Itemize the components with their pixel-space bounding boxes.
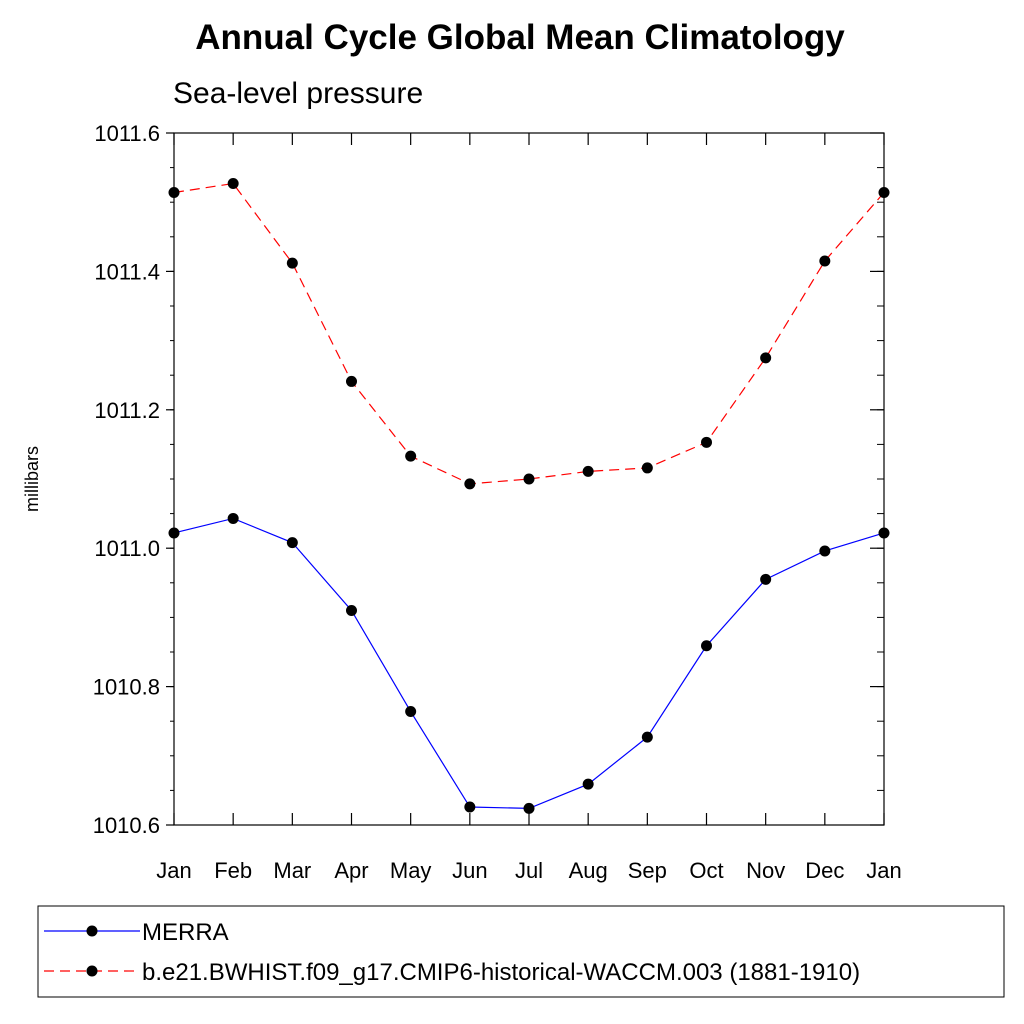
data-point [582, 465, 594, 477]
x-tick-labels: Jan Feb Mar Apr May Jun Jul Aug Sep Oct Nov Dec Jan [156, 858, 901, 883]
x-tick-label: Aug [569, 858, 608, 883]
data-point [168, 187, 180, 199]
data-point [701, 640, 712, 652]
y-tick-label: 1011.6 [94, 121, 160, 146]
x-tick-label: Jan [866, 858, 901, 883]
x-tick-label: Sep [628, 858, 667, 883]
x-tick-label: Jul [515, 858, 543, 883]
data-point [878, 187, 890, 199]
legend-label-1: b.e21.BWHIST.f09_g17.CMIP6-historical-WA… [142, 959, 860, 986]
legend-items: MERRA b.e21.BWHIST.f09_g17.CMIP6-historic… [44, 919, 860, 986]
y-axis-label: millibars [22, 446, 42, 512]
x-tick-label: Dec [805, 858, 844, 883]
series-layer [168, 178, 890, 814]
data-point [405, 706, 417, 718]
y-tick-labels: 1010.6 1010.8 1011.0 1011.2 1011.4 1011.6 [93, 121, 160, 838]
data-point [346, 604, 357, 616]
x-tick-label: Mar [273, 858, 311, 883]
data-point [641, 462, 653, 474]
y-tick-label: 1011.4 [94, 259, 160, 284]
x-tick-label: Jun [452, 858, 487, 883]
data-point [227, 512, 239, 524]
plot-frame [173, 132, 885, 826]
data-point [760, 573, 772, 585]
legend-marker [86, 965, 98, 977]
data-point [819, 255, 831, 267]
y-tick-label: 1010.8 [93, 675, 160, 700]
data-point [701, 436, 712, 448]
data-point [405, 450, 417, 462]
series-line-0 [173, 517, 885, 809]
y-tick-label: 1011.0 [94, 536, 160, 561]
data-point [878, 527, 890, 539]
data-point [286, 257, 298, 269]
data-point [819, 545, 831, 557]
legend-label-0: MERRA [142, 919, 229, 946]
data-point [286, 537, 298, 549]
x-tick-label: Feb [214, 858, 252, 883]
legend: MERRA b.e21.BWHIST.f09_g17.CMIP6-historic… [37, 905, 1005, 998]
x-tick-label: May [390, 858, 432, 883]
series-line-1 [173, 182, 885, 485]
x-tick-label: Oct [689, 858, 723, 883]
x-tick-label: Apr [334, 858, 368, 883]
data-point [168, 527, 180, 539]
axis-ticks [166, 132, 885, 826]
chart-subtitle: Sea-level pressure [173, 77, 424, 110]
y-tick-label: 1011.2 [94, 398, 160, 423]
data-point [641, 731, 653, 743]
chart-title: Annual Cycle Global Mean Climatology [195, 18, 845, 57]
data-point [760, 352, 772, 364]
data-point [523, 473, 535, 485]
y-tick-label: 1010.6 [93, 813, 160, 838]
data-point [346, 375, 357, 387]
legend-marker [86, 925, 98, 937]
data-point [464, 801, 476, 813]
data-point [582, 778, 594, 790]
x-tick-label: Jan [156, 858, 191, 883]
x-tick-label: Nov [746, 858, 785, 883]
data-point [227, 178, 239, 190]
data-point [523, 802, 535, 814]
data-point [464, 478, 476, 490]
legend-box [37, 905, 1005, 998]
